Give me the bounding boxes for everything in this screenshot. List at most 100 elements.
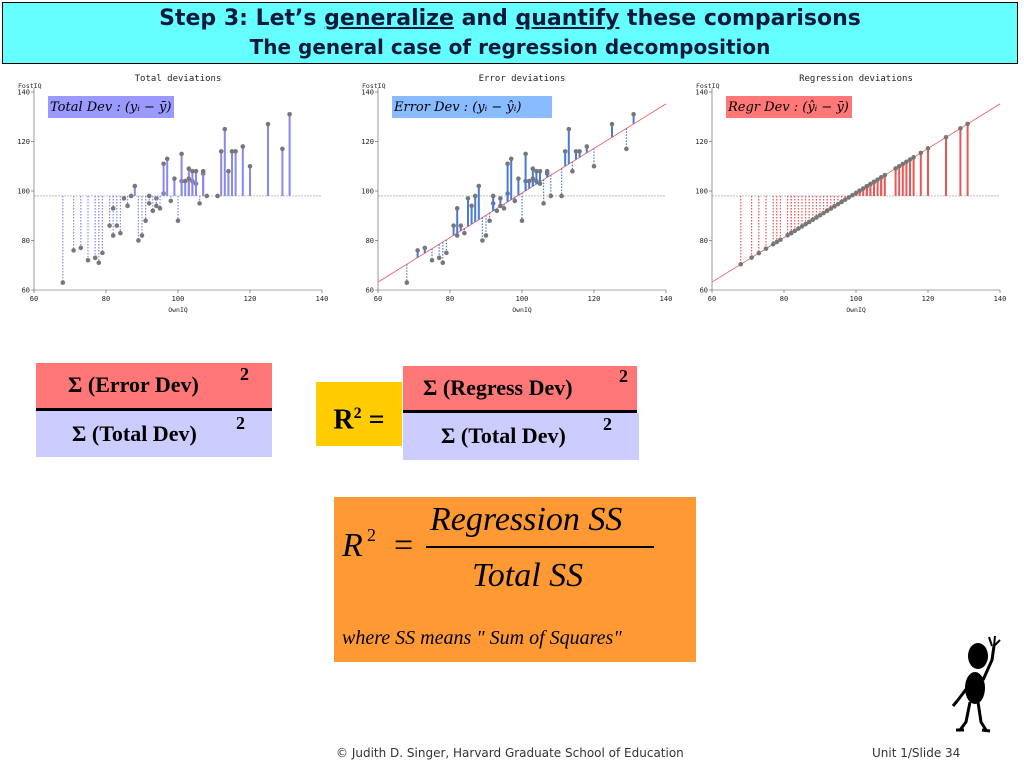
fraction1-denominator: Σ (Total Dev) — [72, 421, 197, 446]
y-axis-label: FostIQ — [18, 82, 42, 90]
data-point — [516, 176, 521, 181]
data-point — [118, 230, 123, 236]
data-point — [128, 193, 134, 199]
title-text-1: Step 3: Let’s — [159, 6, 325, 31]
data-point — [469, 203, 474, 209]
data-point — [806, 219, 812, 225]
y-tick-label: 80 — [700, 237, 708, 245]
data-point — [233, 149, 238, 154]
data-point — [878, 175, 884, 180]
data-point — [631, 111, 636, 117]
x-tick-label: 60 — [30, 295, 38, 303]
data-point — [480, 238, 485, 243]
y-axis-label: FostIQ — [696, 82, 720, 90]
data-point — [204, 193, 210, 199]
data-point — [835, 201, 841, 207]
x-tick-label: 60 — [708, 295, 716, 303]
y-tick-label: 120 — [695, 138, 708, 146]
data-point — [828, 206, 834, 211]
data-point — [193, 168, 199, 174]
formula-r: R — [342, 527, 363, 564]
fraction1-denominator-box: Σ (Total Dev) 2 — [36, 411, 272, 457]
data-point — [487, 218, 492, 223]
data-point — [738, 261, 744, 267]
y-tick-label: 140 — [17, 89, 30, 97]
fraction1-numerator-box: Σ (Error Dev) 2 — [36, 363, 272, 409]
x-tick-label: 140 — [316, 295, 329, 303]
fraction2-denominator-exp: 2 — [603, 414, 612, 434]
data-point — [577, 149, 582, 154]
data-point — [125, 203, 130, 209]
data-point — [900, 161, 906, 167]
slide-subtitle: The general case of regression decomposi… — [249, 35, 771, 59]
data-point — [215, 193, 220, 199]
data-point — [168, 198, 174, 204]
data-point — [265, 121, 271, 127]
data-point — [498, 203, 503, 209]
regression-deviations-plot: Regression deviations 60 80 100 120 140 60 80 10… — [695, 74, 1007, 314]
data-point — [853, 190, 859, 196]
footer-slide-number: Unit 1/Slide 34 — [872, 746, 961, 760]
data-point — [96, 260, 102, 266]
y-tick-label: 120 — [361, 138, 374, 146]
data-point — [60, 280, 66, 285]
x-tick-label: 80 — [780, 295, 788, 303]
data-point — [172, 176, 177, 181]
data-point — [200, 168, 206, 174]
data-point — [896, 163, 902, 169]
data-point — [71, 248, 76, 253]
data-point — [483, 233, 489, 238]
data-point — [280, 146, 285, 152]
y-tick-label: 60 — [366, 287, 374, 295]
data-point — [240, 144, 246, 149]
data-point — [864, 183, 870, 189]
data-point — [871, 179, 877, 185]
formula-bar — [426, 546, 654, 548]
data-point — [530, 166, 536, 172]
data-point — [907, 157, 913, 162]
data-point — [157, 206, 163, 211]
data-point — [749, 255, 754, 260]
data-point — [965, 121, 970, 127]
data-point — [229, 149, 235, 154]
data-point — [904, 159, 909, 165]
x-tick-label: 80 — [102, 295, 110, 303]
chart-title: Regression deviations — [799, 74, 913, 84]
data-point — [943, 134, 949, 140]
r-squared-label: R2 = — [316, 382, 402, 446]
x-tick-label: 140 — [994, 295, 1007, 303]
slide-title-box: Step 3: Let’s generalize and quantify th… — [2, 2, 1018, 64]
data-point — [182, 178, 188, 184]
data-point — [799, 224, 805, 229]
x-tick-label: 120 — [244, 295, 257, 303]
data-point — [218, 149, 224, 154]
y-tick-label: 140 — [695, 89, 708, 97]
data-point — [609, 121, 615, 127]
fraction2-bar — [403, 410, 637, 413]
y-tick-label: 60 — [700, 287, 708, 295]
data-point — [175, 218, 181, 223]
data-point — [429, 258, 435, 263]
x-tick-label: 120 — [922, 295, 935, 303]
data-point — [186, 176, 192, 181]
data-point — [154, 203, 159, 209]
data-point — [136, 238, 141, 243]
data-point — [132, 183, 138, 189]
fraction2-numerator-box: Σ (Regress Dev) 2 — [403, 366, 637, 412]
formula-r-exp: 2 — [367, 525, 376, 545]
fraction2-numerator-exp: 2 — [619, 366, 628, 386]
data-point — [415, 248, 420, 253]
data-point — [454, 206, 460, 211]
x-tick-label: 120 — [588, 295, 601, 303]
data-point — [778, 237, 783, 243]
r-squared-formula-box: R 2 = Regression SS Total SS where SS me… — [334, 497, 696, 662]
slide-title: Step 3: Let’s generalize and quantify th… — [3, 4, 1017, 34]
y-tick-label: 100 — [361, 188, 374, 196]
x-tick-label: 60 — [374, 295, 382, 303]
data-point — [882, 172, 888, 178]
data-point — [494, 208, 500, 214]
data-point — [422, 245, 428, 251]
data-point — [519, 218, 525, 223]
data-point — [110, 233, 116, 238]
title-text-3: these comparisons — [619, 6, 861, 31]
